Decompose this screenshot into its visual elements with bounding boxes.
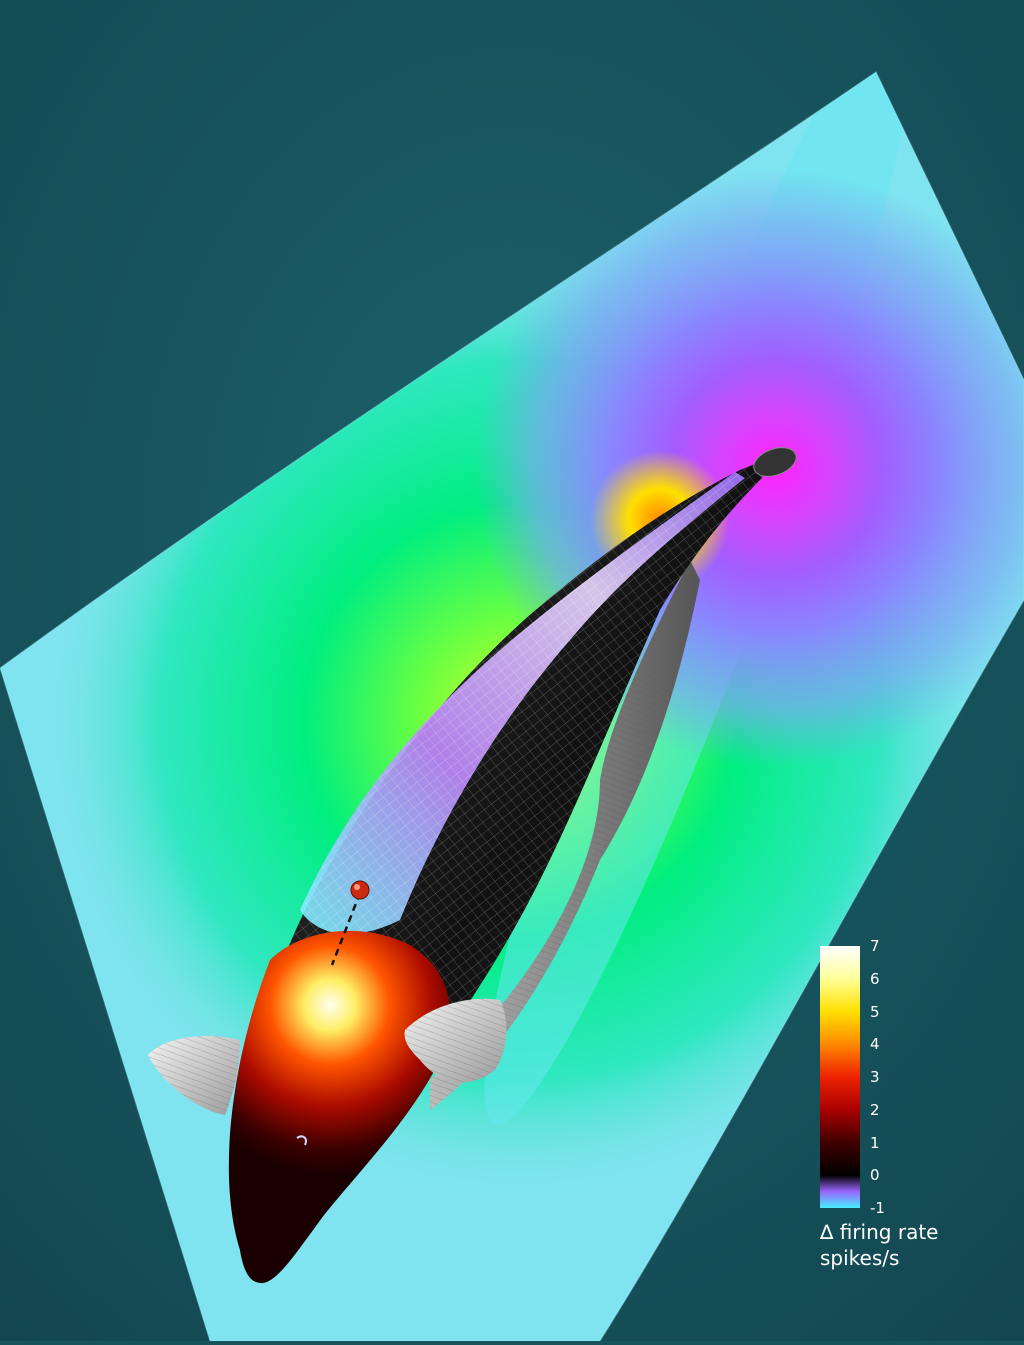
colorbar-label-quantity: ∆ firing rate xyxy=(820,1220,939,1244)
fish-eye xyxy=(296,1135,307,1146)
probe-sphere xyxy=(350,880,370,900)
colorbar-tick-label: -1 xyxy=(870,1199,885,1217)
fish-pectoral-fin-left-lines xyxy=(148,1035,240,1115)
colorbar-legend: 7 6 5 4 3 2 1 0 -1 ∆ firing rate spikes/s xyxy=(818,937,998,1280)
field-sheet-edge xyxy=(0,70,1024,1342)
fish-anal-fin-mesh xyxy=(430,560,700,1110)
colorbar-tick-label: 2 xyxy=(870,1100,880,1119)
colorbar-tick-label: 5 xyxy=(870,1002,880,1021)
colorbar-tick-label: 1 xyxy=(870,1133,880,1152)
colorbar-tick-label: 0 xyxy=(870,1166,880,1185)
colorbar-tick-label: 3 xyxy=(870,1068,880,1086)
probe-distance-line xyxy=(330,892,362,966)
fish-head xyxy=(228,930,450,1284)
colorbar-gradient xyxy=(820,946,860,1208)
colorbar-tick-label: 4 xyxy=(870,1035,880,1054)
colorbar-label-unit: spikes/s xyxy=(820,1246,900,1270)
colorbar-tick-label: 6 xyxy=(870,969,880,988)
fish-pectoral-fin-right-lines xyxy=(404,998,507,1083)
colorbar-tick-label: 7 xyxy=(870,937,880,955)
fish-tail-tip xyxy=(753,447,797,477)
probe-sphere-highlight xyxy=(354,884,360,890)
fish-dorsal-mesh xyxy=(300,472,745,934)
fish-model xyxy=(148,447,797,1284)
